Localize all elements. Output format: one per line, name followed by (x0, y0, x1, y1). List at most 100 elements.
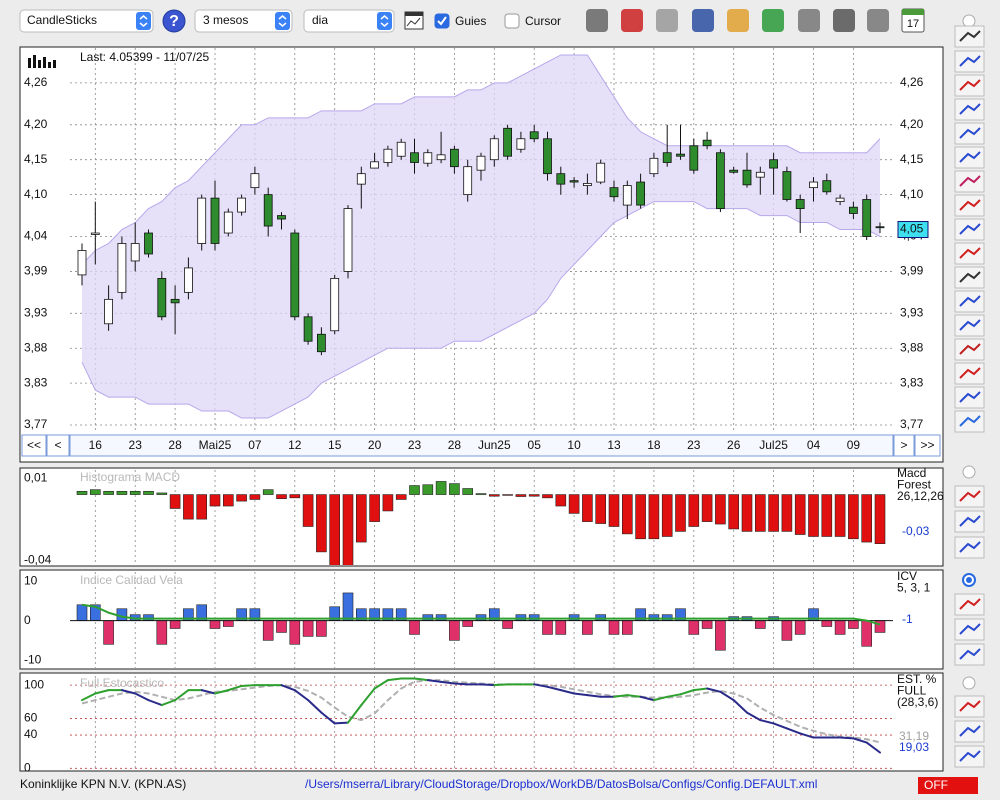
side-button[interactable] (954, 410, 985, 433)
candle-body (396, 141, 406, 157)
side-button[interactable] (954, 25, 985, 48)
side-button[interactable] (954, 194, 985, 217)
tool-button[interactable] (867, 9, 889, 32)
tool-button[interactable] (656, 9, 678, 32)
radio[interactable] (962, 14, 976, 28)
radio[interactable] (962, 465, 976, 479)
help-button[interactable]: ? (162, 9, 186, 33)
tool-button[interactable] (692, 9, 714, 32)
side-icon (959, 750, 981, 762)
bar (754, 620, 766, 629)
candle-body (449, 148, 459, 168)
nav-button[interactable]: >> (914, 434, 941, 457)
side-button[interactable] (954, 536, 985, 559)
navigation: << < > >> (21, 434, 941, 457)
side-button[interactable] (954, 593, 985, 616)
band-lower (81, 201, 881, 419)
side-button[interactable] (954, 266, 985, 289)
y-tick-label-right: 3,93 (900, 305, 924, 319)
side-icon (959, 541, 981, 553)
side-button[interactable] (954, 98, 985, 121)
radio[interactable] (962, 676, 976, 690)
side-button[interactable] (954, 146, 985, 169)
nav-text: > (900, 438, 907, 452)
candle-body (622, 185, 632, 206)
last-value: 19,03 (899, 740, 929, 754)
side-box (954, 146, 985, 169)
chart-icon[interactable] (404, 11, 424, 30)
side-button[interactable] (954, 338, 985, 361)
k-line-segment (293, 689, 310, 702)
bar (223, 620, 234, 627)
chart-type-select[interactable]: CandleSticks (19, 9, 154, 33)
status-toggle[interactable]: OFF (918, 777, 978, 794)
bar (316, 620, 327, 637)
company-name: Koninklijke KPN N.V. (KPN.AS) (20, 777, 186, 791)
side-button[interactable] (954, 643, 985, 666)
k-line-segment (706, 687, 722, 693)
candle-body (702, 139, 712, 147)
side-icon (959, 247, 981, 259)
tool-button[interactable] (621, 9, 643, 32)
side-button[interactable] (954, 618, 985, 641)
bar (568, 494, 580, 514)
bar (156, 620, 168, 645)
side-button[interactable] (954, 362, 985, 385)
k-line-segment (134, 692, 150, 702)
bar (582, 494, 593, 522)
bar (449, 483, 460, 495)
guides-checkbox[interactable]: Guies (434, 13, 486, 29)
x-tick-label: 05 (528, 438, 542, 452)
k-line-segment (759, 719, 775, 725)
x-tick-label: 23 (687, 438, 701, 452)
nav-button[interactable]: < (46, 434, 70, 457)
side-button[interactable] (954, 485, 985, 508)
tool-button[interactable] (798, 9, 820, 32)
checkbox-box (504, 13, 520, 29)
k-line-segment (227, 684, 243, 692)
cursor-checkbox[interactable]: Cursor (504, 13, 561, 29)
nav-button[interactable]: << (21, 434, 47, 457)
side-button[interactable] (954, 695, 985, 718)
bar (621, 620, 633, 635)
side-button[interactable] (954, 386, 985, 409)
k-line-segment (307, 699, 323, 714)
side-button[interactable] (954, 50, 985, 73)
bar (688, 620, 700, 635)
tool-button[interactable] (833, 9, 855, 32)
nav-button[interactable]: > (893, 434, 915, 457)
period-select[interactable]: 3 mesos (194, 9, 293, 33)
side-button[interactable] (954, 170, 985, 193)
k-line-segment (333, 721, 349, 725)
x-tick-label: 04 (807, 438, 821, 452)
last-value: -1 (902, 612, 913, 626)
side-icon (959, 55, 981, 67)
side-button[interactable] (954, 720, 985, 743)
side-button[interactable] (954, 242, 985, 265)
side-button[interactable] (954, 745, 985, 768)
side-button[interactable] (954, 218, 985, 241)
side-box (954, 314, 985, 337)
y-tick-label: 4,04 (24, 229, 48, 243)
side-box (954, 74, 985, 97)
interval-select[interactable]: dia (303, 9, 395, 33)
side-button[interactable] (954, 290, 985, 313)
tool-button[interactable] (762, 9, 784, 32)
tool-button[interactable] (586, 9, 608, 32)
bar (861, 494, 873, 543)
tool-button[interactable] (727, 9, 749, 32)
side-button[interactable] (954, 510, 985, 533)
side-button[interactable] (954, 74, 985, 97)
candle-body (569, 180, 579, 183)
calendar-button[interactable]: 17 (901, 8, 925, 33)
k-line-segment (94, 689, 110, 695)
tool-icon (762, 9, 784, 32)
nav-text: < (54, 438, 61, 452)
help-text: ? (169, 13, 179, 30)
candle-body (423, 152, 433, 164)
bar (183, 494, 194, 520)
side-button[interactable] (954, 314, 985, 337)
candle-body (769, 159, 778, 169)
side-button[interactable] (954, 122, 985, 145)
